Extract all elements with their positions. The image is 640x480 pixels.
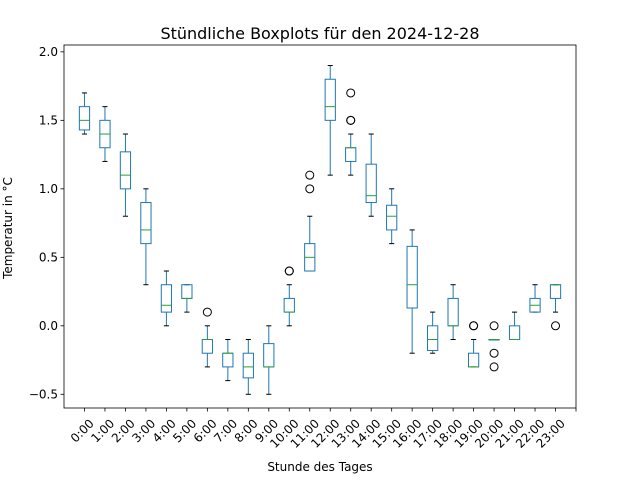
box-iqr xyxy=(78,106,91,131)
y-tick-label: 0.0 xyxy=(39,319,58,333)
box-iqr xyxy=(140,202,152,245)
box-iqr xyxy=(365,163,377,204)
y-tick-label: 0.5 xyxy=(39,250,58,264)
outlier-point xyxy=(202,307,212,317)
y-tick-label: 1.5 xyxy=(39,113,58,127)
outlier-point xyxy=(551,321,561,331)
outlier-point xyxy=(489,362,499,372)
box-iqr xyxy=(119,151,132,190)
box-iqr xyxy=(324,78,336,121)
outlier-point xyxy=(305,170,315,180)
box-iqr xyxy=(386,204,398,231)
y-tick-label: 2.0 xyxy=(39,45,58,59)
outlier-point xyxy=(346,115,356,125)
chart-title: Stündliche Boxplots für den 2024-12-28 xyxy=(160,24,479,43)
outlier-point xyxy=(284,266,294,276)
y-tick-label: −0.5 xyxy=(29,387,58,401)
y-axis-label: Temperatur in °C xyxy=(1,177,15,280)
outlier-point xyxy=(489,348,499,358)
box-iqr xyxy=(242,352,254,379)
y-tick-label: 1.0 xyxy=(39,182,58,196)
outlier-point xyxy=(469,321,479,331)
outlier-point xyxy=(489,321,499,331)
x-axis-label: Stunde des Tages xyxy=(267,460,372,474)
outlier-point xyxy=(346,88,356,98)
outlier-point xyxy=(305,184,315,194)
box-iqr xyxy=(160,284,173,313)
axes-frame xyxy=(63,44,577,409)
box-iqr xyxy=(406,245,418,309)
box-iqr xyxy=(427,325,439,351)
